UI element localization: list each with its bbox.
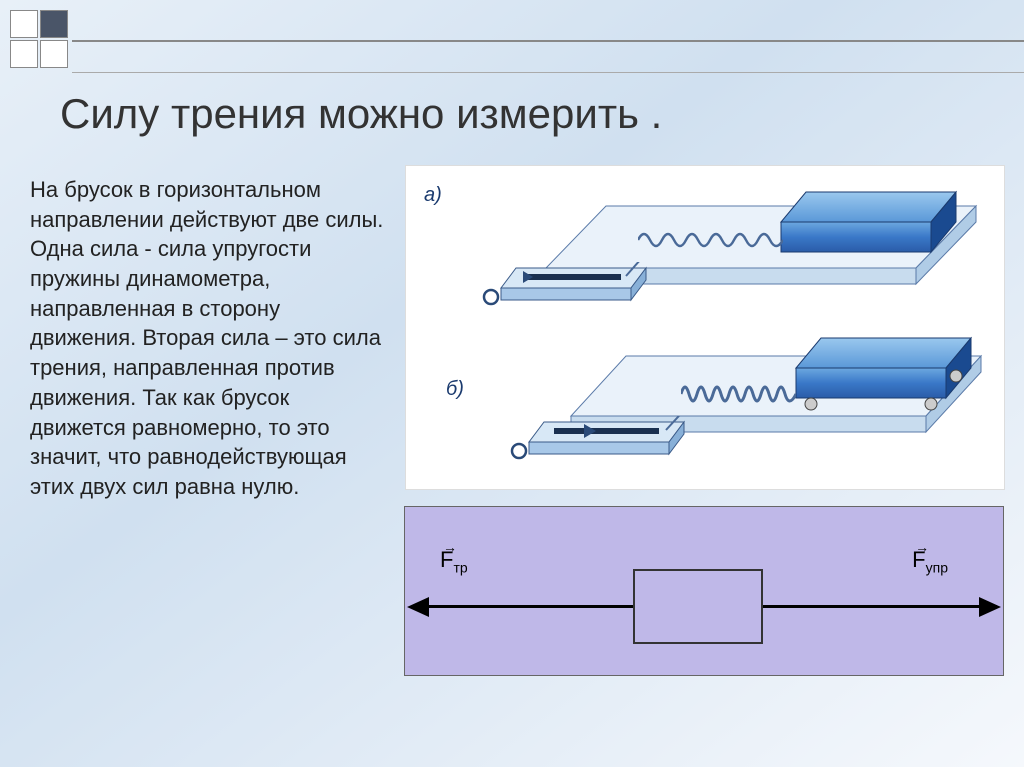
diagram-block — [633, 569, 763, 644]
block-b — [791, 326, 991, 416]
block-a — [776, 180, 976, 260]
body-paragraph: На брусок в горизонтальном направлении д… — [30, 175, 390, 502]
spring-b — [681, 380, 796, 408]
friction-force-label: → Fтр — [440, 547, 468, 575]
panel-a-label: а) — [424, 184, 442, 207]
dynamometer-b — [504, 416, 694, 466]
friction-arrowhead-icon — [407, 597, 429, 617]
force-diagram: → Fтр → Fупр — [404, 506, 1004, 676]
spring-a — [638, 228, 783, 252]
panel-b-label: б) — [446, 378, 464, 401]
dynamometer-a — [476, 262, 656, 312]
elastic-force-label: → Fупр — [912, 547, 948, 575]
physics-illustration: а) б) — [405, 165, 1005, 490]
page-title: Силу трения можно измерить . — [60, 90, 662, 138]
elastic-arrowhead-icon — [979, 597, 1001, 617]
